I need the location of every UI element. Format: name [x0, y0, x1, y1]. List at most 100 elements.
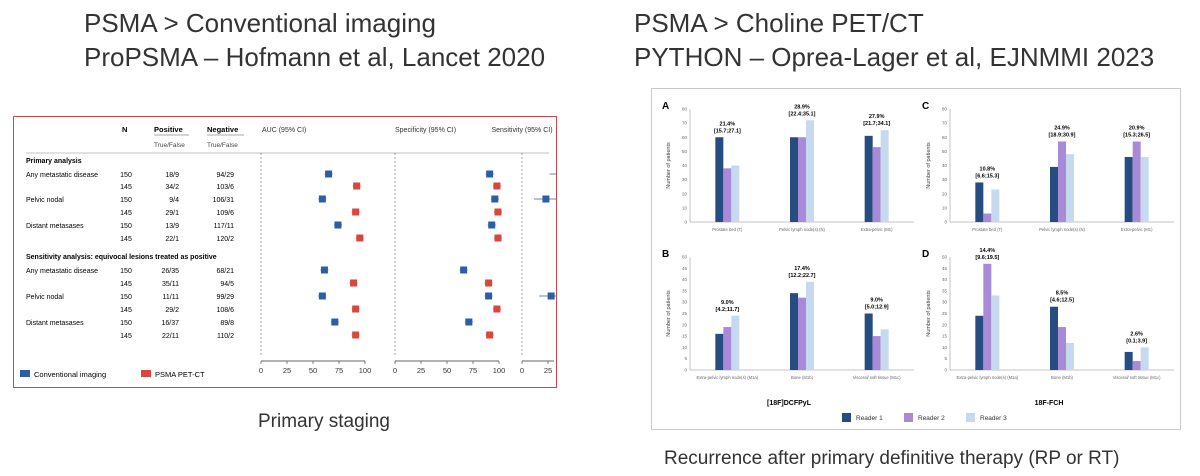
row-n: 150 — [120, 268, 132, 275]
bar-reader2 — [723, 327, 732, 370]
group-percent: 2.6% — [1130, 331, 1143, 337]
col-auc-header: AUC (95% CI) — [262, 127, 306, 134]
point-spec — [494, 208, 502, 216]
row-positive: 34/2 — [165, 184, 179, 191]
point-auc — [325, 170, 333, 178]
y-tick-label: 0 — [944, 368, 947, 373]
x-label-fch: 18F-FCH — [1035, 400, 1064, 407]
panel-letter: C — [922, 101, 929, 112]
y-tick-label: 10 — [942, 345, 948, 350]
y-tick-label: 15 — [682, 334, 688, 339]
group-ci: [18.9;30.9] — [1049, 132, 1076, 138]
bar-reader3 — [1066, 342, 1074, 370]
group-ci: [9.6;19.5] — [975, 255, 999, 261]
panel-letter: A — [662, 101, 669, 112]
group-label: Extra-pelvic (M1) — [1121, 227, 1153, 232]
row-label: Distant metasases — [26, 320, 84, 327]
x-tick-label-auc-4: 100 — [359, 366, 372, 375]
point-auc — [353, 182, 361, 190]
bar-reader2 — [872, 336, 881, 370]
bar-reader1 — [790, 293, 798, 370]
bar-reader3 — [991, 295, 1000, 370]
bar-reader3 — [1140, 157, 1149, 222]
col-sens-header: Sensitivity (95% CI) — [491, 127, 552, 134]
y-tick-label: 35 — [682, 288, 688, 293]
row-label: Pelvic nodal — [26, 294, 64, 301]
bar-reader1 — [790, 137, 798, 222]
y-tick-label: 20 — [682, 322, 688, 327]
group-label: Bone (M1b) — [1051, 375, 1073, 380]
bar-reader2 — [1132, 141, 1141, 222]
y-tick-label: 15 — [942, 334, 948, 339]
y-tick-label: 50 — [682, 255, 688, 260]
col-positive-header: Positive — [154, 125, 183, 134]
group-label: Pelvic lymph node(s) (N) — [1039, 227, 1085, 232]
row-positive: 11/11 — [163, 294, 180, 301]
row-negative: 109/6 — [216, 210, 234, 217]
bar-reader1 — [864, 313, 873, 370]
row-positive: 18/9 — [165, 172, 179, 179]
point-spec — [486, 170, 494, 178]
legend-label-psma: PSMA PET-CT — [155, 370, 205, 379]
y-tick-label: 60 — [682, 135, 688, 140]
y-tick-label: 50 — [942, 255, 948, 260]
bar-reader2 — [1058, 327, 1066, 370]
x-tick-label-auc-2: 50 — [309, 366, 317, 375]
group-label: Extra-pelvic lymph node(s) (M1a) — [956, 375, 1018, 380]
y-tick-label: 10 — [682, 205, 688, 210]
x-tick-label-spec-3: 75 — [469, 366, 477, 375]
group-label: Visceral/ soft tissue (M1c) — [853, 375, 901, 380]
row-n: 150 — [120, 294, 132, 301]
y-axis-label: Number of patients — [926, 142, 932, 189]
point-spec — [465, 318, 473, 326]
bar-reader3 — [731, 165, 740, 222]
y-tick-label: 50 — [682, 149, 688, 154]
group-ci: [4.6;12.5] — [1050, 298, 1074, 304]
point-auc — [356, 234, 364, 242]
left-heading-line1: PSMA > Conventional imaging — [84, 8, 436, 38]
y-tick-label: 30 — [942, 177, 948, 182]
x-tick-label-spec-1: 25 — [417, 366, 425, 375]
x-tick-label-auc-3: 75 — [335, 366, 343, 375]
forest-plot-panel: N Positive True/False Negative True/False AUC… — [13, 116, 630, 388]
right-heading-line1: PSMA > Choline PET/CT — [634, 8, 924, 38]
group-percent: 10.8% — [980, 166, 996, 172]
y-tick-label: 70 — [942, 121, 948, 126]
point-auc — [318, 292, 326, 300]
point-spec — [485, 279, 493, 287]
group-ci: [5.0;12.9] — [865, 305, 889, 311]
group-percent: 21.4% — [720, 121, 736, 127]
row-positive: 22/1 — [165, 236, 179, 243]
y-tick-label: 60 — [942, 135, 948, 140]
row-positive: 9/4 — [169, 197, 179, 204]
row-label: Pelvic nodal — [26, 197, 64, 204]
y-tick-label: 10 — [942, 205, 948, 210]
section-primary-analysis: Primary analysis — [26, 158, 82, 165]
y-axis-label: Number of patients — [926, 290, 932, 337]
row-negative: 110/2 — [217, 333, 234, 340]
group-percent: 8.5% — [1056, 291, 1069, 297]
point-spec — [494, 234, 502, 242]
y-tick-label: 20 — [682, 191, 688, 196]
legend-swatch-reader2 — [904, 413, 913, 422]
row-positive: 16/37 — [161, 320, 179, 327]
y-tick-label: 5 — [684, 356, 687, 361]
forest-plot: N Positive True/False Negative True/False AUC… — [20, 125, 630, 379]
x-tick-label-spec-0: 0 — [393, 366, 397, 375]
y-tick-label: 30 — [682, 177, 688, 182]
x-tick-label-spec-4: 100 — [493, 366, 506, 375]
point-spec — [491, 195, 499, 203]
group-label: Prostate bed (T) — [712, 227, 743, 232]
row-n: 150 — [120, 223, 132, 230]
row-n: 150 — [120, 197, 132, 204]
row-negative: 94/5 — [220, 281, 234, 288]
y-tick-label: 40 — [942, 163, 948, 168]
bar-reader3 — [991, 189, 1000, 222]
bar-reader3 — [731, 315, 740, 370]
y-tick-label: 5 — [944, 356, 947, 361]
point-spec — [485, 292, 493, 300]
left-heading-line2: ProPSMA – Hofmann et al, Lancet 2020 — [84, 42, 546, 72]
group-label: Extra-pelvic (M1) — [861, 227, 893, 232]
group-percent: 9.0% — [721, 300, 734, 306]
